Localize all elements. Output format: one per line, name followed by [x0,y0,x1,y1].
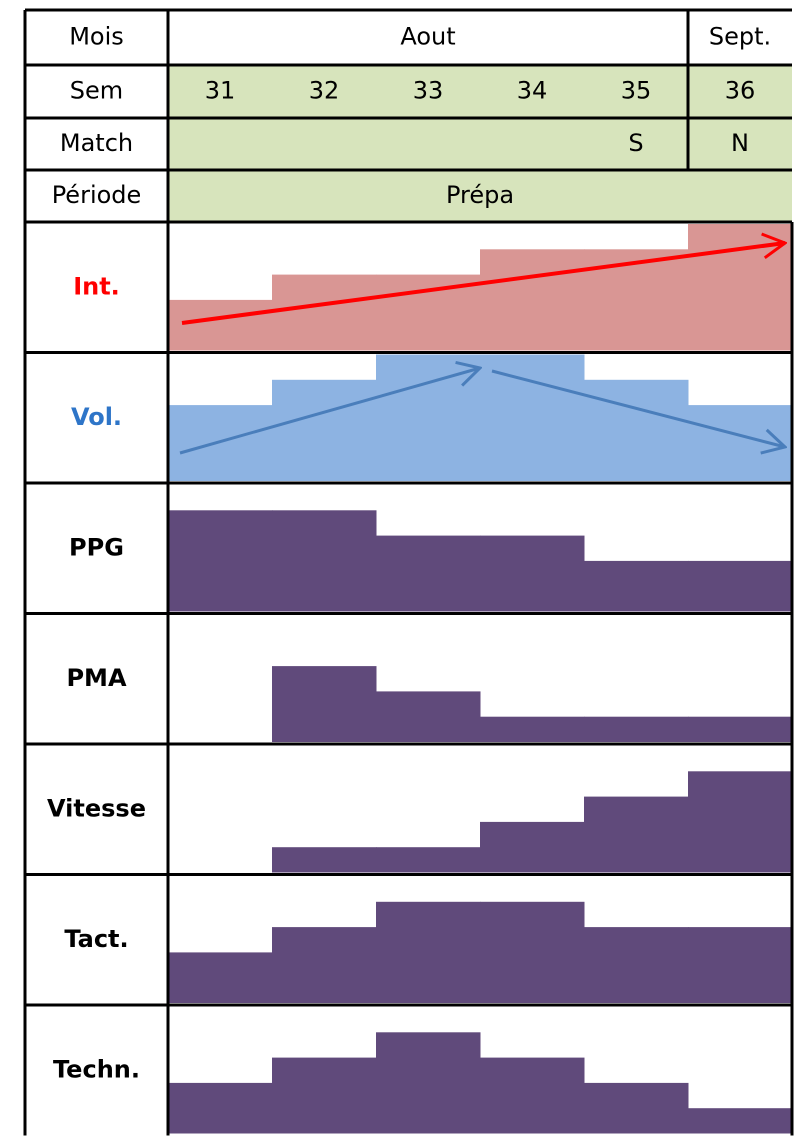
step-bar [272,274,377,351]
header-fill [168,170,792,222]
volume-arrow-up [179,368,480,455]
step-bar [376,691,481,742]
period: Prépa [446,181,514,209]
step-bar [272,510,377,612]
step-bar [480,901,585,1003]
step-bar [688,716,793,742]
row-label: Vitesse [47,794,146,822]
step-bar [376,1032,481,1134]
step-bar [480,249,585,351]
step-bar [272,927,377,1003]
row-label: Tact. [64,925,128,953]
step-bar [376,535,481,612]
step-bar [376,847,481,873]
row-label: Mois [69,23,124,51]
week: 33 [413,77,444,105]
step-bar [168,510,273,612]
month: Aout [400,23,455,51]
step-bar [584,796,689,873]
row-label: PMA [66,664,126,692]
match: N [731,129,749,157]
week: 36 [725,77,756,105]
step-bar [272,379,377,481]
step-bar [688,927,793,1003]
row-label: Vol. [71,403,122,431]
step-bar [480,1057,585,1134]
step-bar [480,535,585,612]
step-bar [168,299,273,351]
step-bar [168,952,273,1003]
step-bar [480,716,585,742]
step-bar [584,560,689,612]
step-bar [688,1108,793,1134]
step-bar [584,716,689,742]
week: 32 [309,77,340,105]
row-label: Période [52,181,142,209]
step-bar [272,666,377,742]
row-label: Techn. [53,1055,140,1083]
week: 35 [621,77,652,105]
volume-arrow-down [491,369,785,447]
week: 34 [517,77,548,105]
step-bar [584,379,689,481]
step-bar [272,847,377,873]
row-label: Match [60,129,133,157]
step-bar [168,1082,273,1134]
step-bar [376,901,481,1003]
match: S [628,129,643,157]
intensity-arrow [181,243,785,325]
row-label: PPG [69,533,124,561]
step-bar [480,354,585,481]
step-bar [480,821,585,873]
header-fill [168,118,792,170]
header-fill [168,65,792,118]
step-bar [584,1082,689,1134]
step-bar [688,771,793,873]
trend-arrows [179,243,785,455]
step-bar [688,560,793,612]
row-label: Sem [70,77,123,105]
row-label: Int. [73,272,120,300]
step-bar [272,1057,377,1134]
month: Sept. [709,23,771,51]
week: 31 [205,77,236,105]
step-bar [584,927,689,1003]
step-bar [688,405,793,481]
